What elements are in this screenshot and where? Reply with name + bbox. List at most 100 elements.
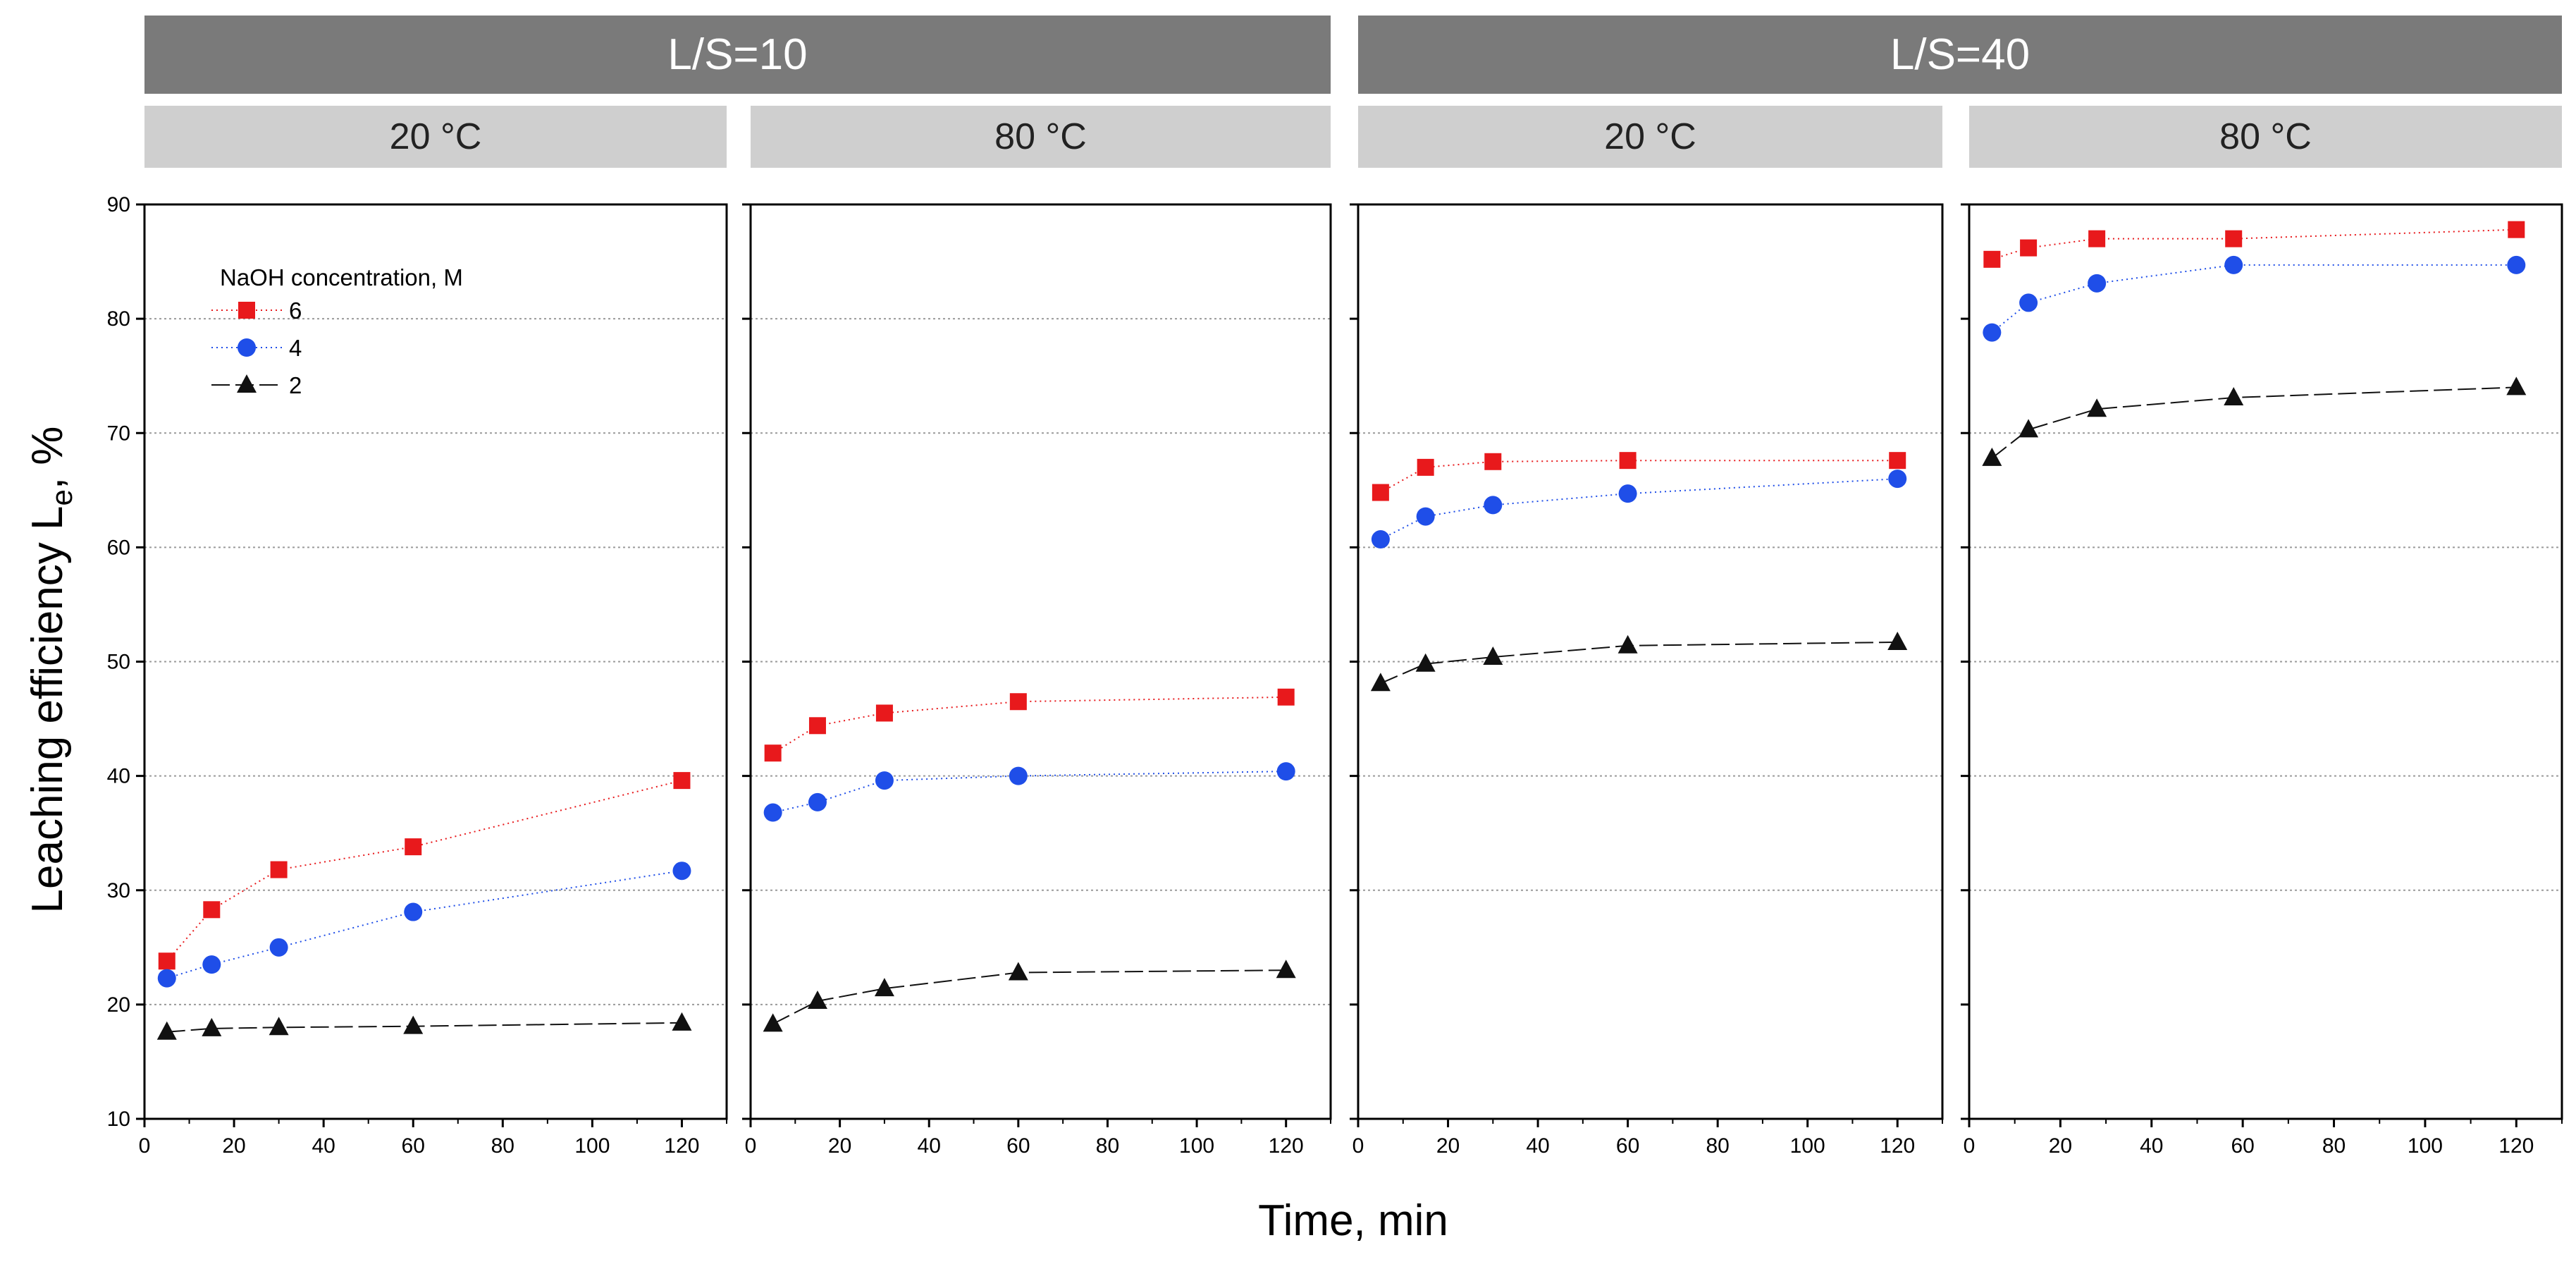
x-tick-label: 120 bbox=[664, 1134, 699, 1158]
series-line-6M bbox=[1992, 228, 2517, 260]
panel-2-temperature-header: 80 °C bbox=[751, 106, 1331, 168]
plot-frame bbox=[749, 203, 1332, 1120]
x-tick-label: 100 bbox=[574, 1134, 610, 1158]
x-tick-label: 120 bbox=[1269, 1134, 1304, 1158]
data-point-square bbox=[764, 744, 782, 762]
x-tick-label: 100 bbox=[1179, 1134, 1214, 1158]
data-point-triangle bbox=[1370, 673, 1391, 692]
data-point-circle bbox=[763, 803, 782, 822]
data-point-circle bbox=[404, 902, 423, 921]
series-line-4M bbox=[166, 870, 682, 979]
series-line-2M bbox=[772, 969, 1286, 1025]
panel-2: 0 20 40 60 80 100 120 bbox=[742, 203, 1332, 1158]
x-tick-label: 120 bbox=[2498, 1134, 2534, 1158]
data-point-square bbox=[1417, 458, 1434, 476]
data-point-triangle bbox=[763, 1013, 783, 1032]
data-point-square bbox=[2088, 230, 2106, 247]
y-tick-label: 30 bbox=[107, 879, 130, 902]
x-tick-label: 120 bbox=[1880, 1134, 1915, 1158]
data-point-square bbox=[2020, 239, 2038, 257]
x-tick-label: 0 bbox=[1964, 1134, 1976, 1158]
data-point-triangle bbox=[2224, 386, 2244, 405]
data-point-triangle bbox=[1276, 960, 1296, 979]
x-tick-label: 60 bbox=[1006, 1134, 1030, 1158]
data-point-square bbox=[673, 772, 691, 790]
x-tick-label: 100 bbox=[1790, 1134, 1825, 1158]
series-line-6M bbox=[772, 696, 1286, 754]
panel-4-temperature-header: 80 °C bbox=[1969, 106, 2562, 168]
data-point-square bbox=[270, 861, 288, 878]
series-line-2M bbox=[1991, 386, 2517, 459]
panel-1: 10 20 30 40 50 60 70 80 90 0 20 40 60 80 100 120 bbox=[107, 193, 728, 1158]
series-line-2M bbox=[1380, 641, 1898, 685]
data-point-triangle bbox=[672, 1012, 692, 1031]
x-tick-label: 60 bbox=[402, 1134, 425, 1158]
data-point-triangle bbox=[874, 978, 894, 997]
group-header-ls40: L/S=40 bbox=[1358, 16, 2562, 94]
series-line-4M bbox=[1380, 478, 1898, 540]
data-point-circle bbox=[672, 862, 691, 881]
data-point-square bbox=[405, 838, 422, 856]
x-tick-label: 80 bbox=[491, 1134, 514, 1158]
x-tick-label: 80 bbox=[1706, 1134, 1729, 1158]
data-point-triangle bbox=[1415, 653, 1436, 672]
legend-label-4: 4 bbox=[289, 335, 302, 361]
data-point-circle bbox=[1371, 530, 1390, 549]
data-point-circle bbox=[2019, 293, 2038, 312]
panel-3-temperature-header: 20 °C bbox=[1358, 106, 1942, 168]
data-point-square bbox=[2508, 221, 2525, 238]
data-point-square bbox=[1277, 688, 1295, 706]
data-point-circle bbox=[157, 969, 176, 988]
data-point-square bbox=[2225, 230, 2243, 247]
y-axis-title: Leaching efficiency Le, % bbox=[23, 427, 78, 914]
data-point-triangle bbox=[2506, 376, 2527, 396]
data-point-square bbox=[1619, 452, 1637, 470]
x-tick-label: 0 bbox=[745, 1134, 757, 1158]
x-tick-label: 0 bbox=[1352, 1134, 1364, 1158]
data-point-square bbox=[875, 704, 893, 722]
data-point-square bbox=[1484, 453, 1502, 470]
legend-marker-square bbox=[238, 302, 255, 319]
series-line-4M bbox=[1991, 264, 2517, 333]
panel-1-temperature-header: 20 °C bbox=[144, 106, 727, 168]
data-point-triangle bbox=[1982, 447, 2002, 466]
y-tick-label: 10 bbox=[107, 1108, 130, 1131]
x-tick-label: 20 bbox=[2049, 1134, 2072, 1158]
legend-marker-circle bbox=[238, 338, 256, 357]
data-point-circle bbox=[1276, 762, 1295, 781]
data-point-circle bbox=[269, 938, 288, 957]
data-point-triangle bbox=[1008, 962, 1028, 981]
series-line-6M bbox=[1380, 460, 1898, 494]
data-point-square bbox=[1983, 250, 2001, 268]
data-point-triangle bbox=[1617, 634, 1638, 654]
x-tick-label: 0 bbox=[139, 1134, 151, 1158]
data-point-triangle bbox=[269, 1017, 289, 1036]
y-tick-label: 20 bbox=[107, 993, 130, 1017]
data-point-square bbox=[1009, 693, 1027, 711]
data-point-triangle bbox=[1483, 646, 1503, 666]
data-point-circle bbox=[1484, 496, 1503, 515]
data-point-circle bbox=[808, 792, 827, 811]
legend: NaOH concentration, M 6 4 2 bbox=[211, 264, 463, 398]
panel-4: 0 20 40 60 80 100 120 bbox=[1961, 203, 2563, 1158]
legend-title: NaOH concentration, M bbox=[220, 264, 463, 290]
group-header-ls10: L/S=10 bbox=[144, 16, 1331, 94]
x-tick-label: 80 bbox=[1096, 1134, 1119, 1158]
data-point-square bbox=[1372, 484, 1389, 501]
x-tick-label: 40 bbox=[1526, 1134, 1549, 1158]
data-point-triangle bbox=[156, 1021, 177, 1040]
y-tick-label: 40 bbox=[107, 765, 130, 788]
data-point-circle bbox=[202, 955, 221, 974]
x-tick-label: 60 bbox=[2231, 1134, 2254, 1158]
series-line-6M bbox=[166, 780, 682, 962]
data-point-circle bbox=[2088, 274, 2107, 293]
data-point-square bbox=[203, 901, 221, 919]
series-line-2M bbox=[166, 1022, 682, 1033]
data-point-circle bbox=[2224, 255, 2243, 274]
data-point-circle bbox=[1416, 507, 1435, 526]
series-line-4M bbox=[772, 771, 1286, 814]
y-tick-label: 60 bbox=[107, 536, 130, 559]
x-tick-label: 80 bbox=[2322, 1134, 2346, 1158]
data-point-circle bbox=[1618, 484, 1637, 503]
